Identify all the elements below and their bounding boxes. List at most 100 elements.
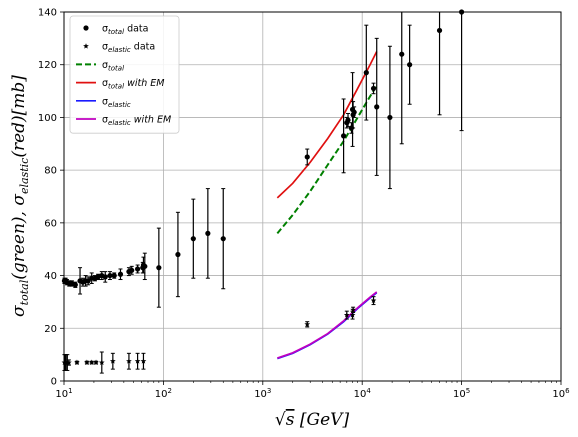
total-point-25 (175, 211, 181, 298)
elastic-point-9 (98, 351, 105, 374)
star-marker (93, 359, 99, 365)
total-point-17 (117, 268, 124, 281)
elastic-point-6 (84, 359, 90, 365)
legend-sub: elastic (108, 101, 131, 109)
y-label-sub-elastic: elastic (18, 158, 31, 194)
total-point-24 (156, 227, 162, 308)
total-point-38 (370, 82, 377, 95)
total-point-39 (374, 37, 380, 176)
total-point-35 (350, 101, 356, 129)
y-tick-label-6: 120 (38, 60, 57, 71)
total-point-37 (363, 24, 369, 121)
dot-marker (220, 236, 226, 242)
total-point-40 (387, 45, 393, 190)
elastic-point-13 (140, 352, 147, 370)
x-tick-base: 10 (453, 389, 466, 400)
legend-sym: σ (102, 78, 108, 89)
y-tick-label-1: 20 (44, 324, 57, 335)
legend-entry-3: σtotal with EM (76, 78, 164, 91)
legend-sub: total (108, 28, 124, 36)
legend-label-5: σelastic with EM (102, 115, 171, 128)
dot-marker (117, 271, 124, 277)
total-point-9 (85, 276, 91, 286)
y-label-sub-total: total (18, 279, 31, 305)
y-tick-label-3: 60 (44, 218, 57, 229)
star-marker (88, 359, 95, 365)
star-marker (370, 297, 377, 304)
legend-sym: σ (102, 24, 108, 35)
legend-entry-1: σelastic data (83, 42, 155, 55)
y-label-sigma-elastic: σ (9, 194, 29, 206)
dot-marker (190, 236, 196, 242)
x-tick-base: 10 (155, 389, 168, 400)
dot-marker (374, 104, 380, 110)
star-marker (74, 359, 80, 365)
elastic-point-12 (134, 352, 141, 370)
total-point-27 (205, 188, 211, 279)
legend-rest: with EM (131, 115, 171, 126)
x-tick-exp: 1 (68, 387, 72, 395)
x-tick-label-0: 101 (55, 387, 72, 400)
curve-series-5 (277, 291, 378, 359)
total-point-36 (351, 106, 357, 118)
legend-label-4: σelastic (102, 96, 131, 109)
elastic-point-8 (93, 359, 99, 365)
elastic-point-10 (109, 352, 116, 370)
total-point-28 (220, 188, 226, 290)
legend-label-1: σelastic data (102, 42, 155, 55)
x-tick-label-2: 103 (254, 387, 271, 400)
legend-label-2: σtotal (102, 60, 124, 73)
star-marker (126, 358, 132, 364)
legend-entry-2: σtotal (76, 60, 124, 73)
x-tick-exp: 3 (267, 387, 271, 395)
star-marker (134, 358, 141, 364)
total-point-20 (134, 264, 141, 274)
total-point-30 (341, 98, 347, 174)
elastic-point-14 (304, 321, 311, 328)
y-tick-label-5: 100 (38, 113, 57, 124)
elastic-point-4 (66, 359, 72, 366)
y-tick-label-2: 40 (44, 271, 57, 282)
dot-marker (102, 274, 108, 280)
dot-marker (111, 272, 117, 279)
elastic-point-17 (350, 306, 356, 313)
legend-sym: σ (102, 96, 108, 107)
x-tick-exp: 4 (366, 387, 371, 395)
dot-marker (436, 27, 443, 34)
curve-series-3 (276, 51, 378, 199)
total-point-16 (111, 272, 117, 279)
elastic-point-7 (88, 359, 95, 365)
legend-sym: σ (102, 115, 108, 126)
legend-sym: σ (102, 42, 108, 53)
total-point-26 (190, 198, 196, 279)
legend-sub: elastic (108, 46, 131, 54)
total-point-15 (107, 271, 113, 281)
data-points (61, 9, 465, 374)
star-marker (350, 306, 356, 313)
dot-marker (175, 251, 181, 258)
legend-rest: data (124, 24, 148, 35)
elastic-point-15 (343, 310, 350, 320)
dot-marker (134, 266, 141, 272)
dot-marker (341, 133, 347, 139)
legend-rest: data (131, 42, 155, 53)
x-label-s: s (286, 410, 295, 430)
legend-dot-icon (83, 25, 89, 31)
x-label-sqrt: √ (275, 410, 286, 430)
dot-marker (107, 272, 113, 279)
dot-marker (142, 263, 148, 269)
dot-marker (387, 114, 393, 121)
total-point-5 (72, 281, 78, 288)
dot-marker (304, 154, 310, 160)
dot-marker (399, 51, 405, 57)
total-point-14 (102, 271, 108, 283)
dot-marker (156, 265, 162, 271)
x-tick-base: 10 (552, 389, 565, 400)
x-tick-exp: 2 (168, 387, 172, 395)
legend-sub: elastic (108, 119, 131, 127)
legend-star-icon (83, 43, 89, 49)
x-tick-base: 10 (354, 389, 367, 400)
elastic-point-5 (74, 359, 80, 365)
dot-marker (85, 278, 91, 284)
